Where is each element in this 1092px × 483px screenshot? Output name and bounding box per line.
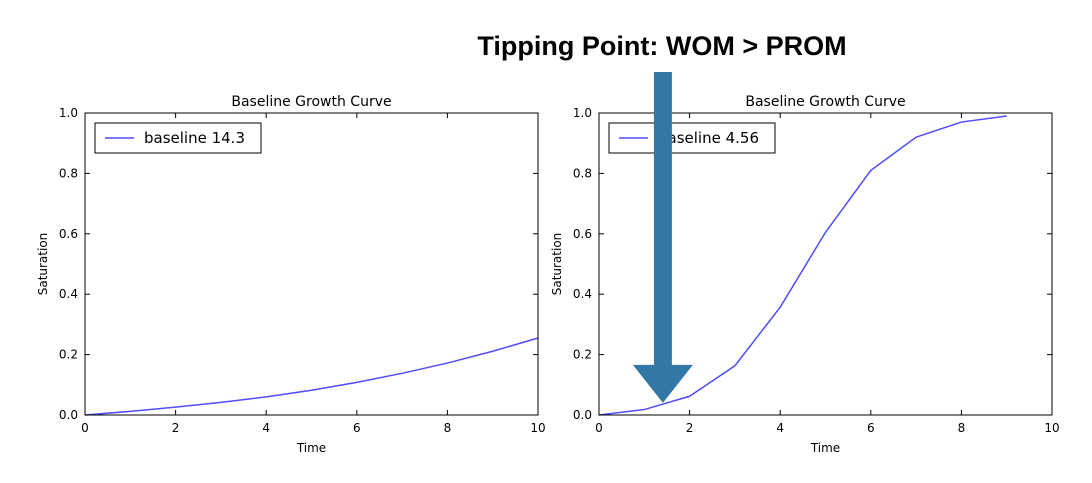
- ticks: 0 2 4 6 8 10 0.0 0.2 0.4 0.6 0.8 1.0: [59, 106, 546, 435]
- series: [598, 115, 1007, 416]
- y-tick-label: 0.2: [573, 348, 592, 362]
- plot-frame: [598, 112, 1053, 416]
- y-tick-label: 0.4: [573, 287, 592, 301]
- x-tick-label: 4: [776, 421, 784, 435]
- y-tick-label: 0.8: [573, 166, 592, 180]
- legend-label: baseline 14.3: [144, 129, 245, 147]
- y-tick-label: 0.0: [59, 408, 78, 422]
- series-line: [598, 115, 1007, 416]
- x-tick-label: 0: [81, 421, 89, 435]
- plot-frame: [84, 112, 539, 416]
- chart-right: Baseline Growth Curve Time Saturation 0 2…: [550, 94, 1060, 455]
- y-axis-label: Saturation: [36, 233, 50, 296]
- x-axis-label: Time: [810, 441, 840, 455]
- x-tick-label: 6: [353, 421, 361, 435]
- y-tick-label: 0.8: [59, 166, 78, 180]
- legend-label: baseline 4.56: [658, 129, 759, 147]
- headline: Tipping Point: WOM > PROM: [477, 31, 846, 61]
- y-tick-label: 0.0: [573, 408, 592, 422]
- y-axis-label: Saturation: [550, 233, 564, 296]
- y-tick-label: 0.6: [573, 227, 592, 241]
- x-tick-label: 6: [867, 421, 875, 435]
- x-tick-label: 10: [1044, 421, 1059, 435]
- x-axis-label: Time: [296, 441, 326, 455]
- ticks: 0 2 4 6 8 10 0.0 0.2 0.4 0.6 0.8 1.0: [573, 106, 1060, 435]
- legend: baseline 4.56: [608, 122, 776, 154]
- x-tick-label: 2: [172, 421, 180, 435]
- x-tick-label: 8: [444, 421, 452, 435]
- y-tick-label: 0.6: [59, 227, 78, 241]
- legend: baseline 14.3: [94, 122, 262, 154]
- y-tick-label: 0.2: [59, 348, 78, 362]
- x-tick-label: 0: [595, 421, 603, 435]
- y-tick-label: 1.0: [59, 106, 78, 120]
- x-tick-label: 10: [530, 421, 545, 435]
- chart-title: Baseline Growth Curve: [231, 94, 391, 110]
- chart-title: Baseline Growth Curve: [745, 94, 905, 110]
- x-tick-label: 2: [686, 421, 694, 435]
- series: [84, 337, 539, 416]
- series-line: [84, 337, 539, 416]
- x-tick-label: 4: [262, 421, 270, 435]
- x-tick-label: 8: [958, 421, 966, 435]
- chart-left: Baseline Growth Curve Time Saturation 0 2…: [36, 94, 546, 455]
- y-tick-label: 0.4: [59, 287, 78, 301]
- y-tick-label: 1.0: [573, 106, 592, 120]
- down-arrow-icon: [632, 72, 693, 403]
